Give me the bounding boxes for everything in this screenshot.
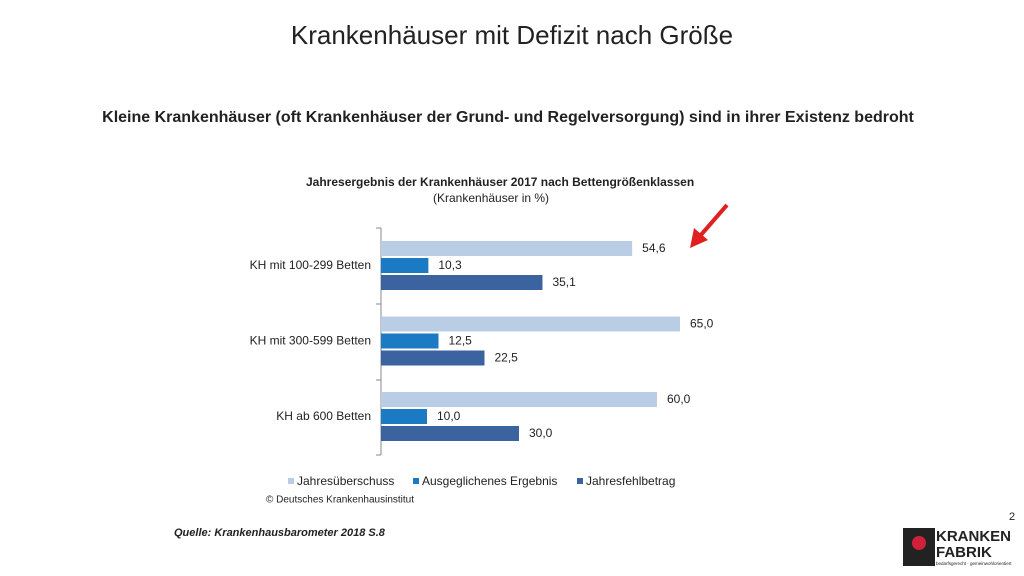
legend-swatch <box>413 478 419 484</box>
arrow <box>690 203 729 248</box>
legend-label: Ausgeglichenes Ergebnis <box>422 474 557 488</box>
logo-heart <box>912 536 926 550</box>
copyright: © Deutsches Krankenhausinstitut <box>266 495 414 506</box>
logo-tagline: bedarfsgerecht · gemeinwohlorientiert <box>936 561 1012 566</box>
legend-swatch <box>577 478 583 484</box>
logo: KRANKEN FABRIK bedarfsgerecht · gemeinwo… <box>903 528 1012 566</box>
bar <box>381 275 543 290</box>
source: Quelle: Krankenhausbarometer 2018 S.8 <box>174 527 386 539</box>
value-label: 35,1 <box>552 275 576 289</box>
page-number: 2 <box>1009 511 1015 523</box>
slide-title: Krankenhäuser mit Defizit nach Größe <box>291 20 733 50</box>
category-label: KH ab 600 Betten <box>276 409 371 423</box>
bar <box>381 426 519 441</box>
bar <box>381 316 680 332</box>
value-label: 30,0 <box>529 426 553 440</box>
arrow-shaft <box>698 203 729 238</box>
value-label: 54,6 <box>642 241 666 255</box>
value-label: 10,0 <box>437 409 461 423</box>
category-label: KH mit 300-599 Betten <box>250 334 371 348</box>
bar <box>381 333 439 349</box>
bar <box>381 350 485 366</box>
legend-label: Jahresfehlbetrag <box>586 474 675 488</box>
chart-title: Jahresergebnis der Krankenhäuser 2017 na… <box>306 175 694 189</box>
headline: Kleine Krankenhäuser (oft Krankenhäuser … <box>102 109 914 126</box>
category-label: KH mit 100-299 Betten <box>250 258 371 272</box>
value-label: 60,0 <box>667 392 691 406</box>
value-label: 65,0 <box>690 317 714 331</box>
value-label: 22,5 <box>495 351 519 365</box>
legend-label: Jahresüberschuss <box>297 474 394 488</box>
bar <box>381 409 427 424</box>
chart-subtitle: (Krankenhäuser in %) <box>433 191 549 205</box>
value-label: 12,5 <box>449 334 473 348</box>
bar <box>381 241 633 256</box>
logo-line2: FABRIK <box>936 544 992 561</box>
logo-line1: KRANKEN <box>936 528 1011 545</box>
bar <box>381 258 429 273</box>
bar <box>381 392 657 407</box>
legend-swatch <box>288 478 294 484</box>
arrow-head <box>690 228 708 248</box>
value-label: 10,3 <box>438 258 462 272</box>
